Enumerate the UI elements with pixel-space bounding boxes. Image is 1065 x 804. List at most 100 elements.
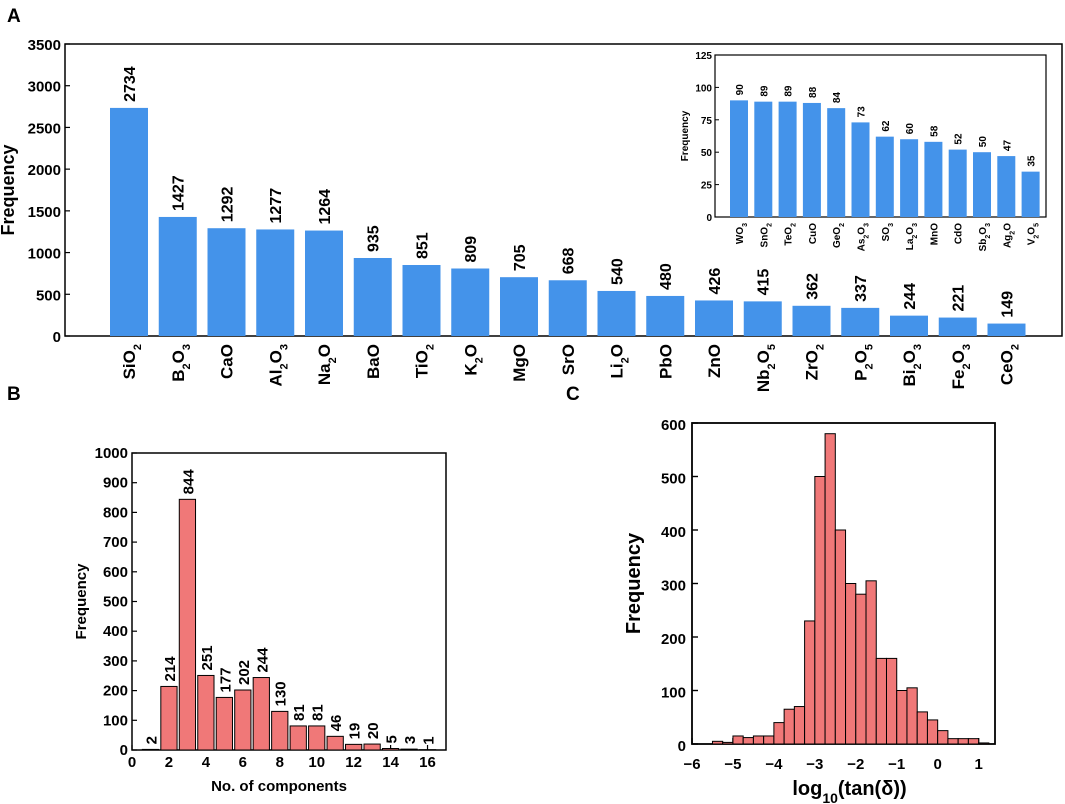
data-label: 362 (805, 273, 822, 300)
data-label: 3 (402, 736, 419, 744)
data-label: 244 (254, 647, 271, 673)
y-tick-label: 2500 (28, 120, 61, 137)
y-axis-label: Frequency (623, 532, 645, 634)
hist-bin (773, 722, 785, 745)
inset-data-label: 62 (881, 120, 892, 132)
inset-y-tick-label: 75 (701, 116, 713, 127)
y-tick-label: 500 (36, 287, 61, 304)
data-label: 480 (658, 263, 675, 290)
y-tick-label: 2000 (28, 162, 61, 179)
inset-data-label: 47 (1002, 140, 1013, 152)
data-label: 935 (366, 225, 383, 252)
bar-10 (308, 725, 326, 751)
inset-data-label: 52 (954, 133, 965, 145)
inset-bar-As2O3 (851, 122, 870, 217)
y-tick-label: 0 (53, 329, 61, 346)
y-tick-label: 100 (661, 685, 686, 702)
inset-bar-SnO2 (754, 101, 773, 217)
bar-14 (381, 748, 400, 751)
chart-a-inset: 0 25 50 75 100 125 Frequency 90 WO3 89 SnO2 89 TeO2 8… (680, 51, 1047, 251)
x-tick-label: 14 (382, 754, 399, 771)
x-tick-label: TiO2 (413, 344, 437, 378)
bar-CaO (207, 228, 246, 336)
data-label: 2 (143, 736, 160, 744)
data-label: 337 (853, 275, 870, 302)
bar-Nb2O5 (743, 301, 782, 336)
bar-2 (160, 685, 178, 751)
y-tick-label: 3000 (28, 79, 61, 96)
panel-letter-b: B (7, 384, 21, 405)
bar-ZrO2 (792, 305, 831, 336)
x-tick-label: SrO (559, 344, 578, 375)
hist-bin (926, 719, 939, 745)
hist-bin (814, 476, 826, 745)
inset-x-tick-label: TeO2 (784, 223, 798, 246)
panel-letter-c: C (566, 384, 580, 405)
bar-Al2O3 (256, 229, 295, 336)
bar-P2O5 (841, 307, 880, 336)
inset-data-label: 89 (784, 85, 795, 97)
x-tick-label: B2O3 (169, 344, 193, 382)
inset-x-tick-label: SnO2 (759, 223, 773, 248)
data-label: 177 (217, 667, 234, 692)
y-tick-label: 500 (661, 471, 686, 488)
data-label: 81 (310, 704, 327, 721)
x-tick-label: ZnO (705, 344, 724, 378)
y-tick-label: 600 (661, 417, 686, 434)
y-tick-label: 200 (103, 683, 128, 700)
x-tick-label: −6 (683, 756, 700, 773)
chart-c: 0 100 200 300 400 500 600 −6 −5 −4 −3 −2 −1 0 1 Frequen… (623, 417, 996, 804)
hist-bin (732, 735, 744, 745)
hist-bin (793, 706, 806, 745)
inset-x-tick-label: Sb2O3 (978, 223, 992, 251)
inset-bar-La2O3 (900, 139, 919, 217)
hist-bin (722, 741, 734, 745)
y-tick-label: 600 (103, 564, 128, 581)
bar-PbO (646, 295, 685, 336)
chart-a-main: 0500100015002000250030003500Frequency273… (0, 37, 1063, 392)
data-label: 244 (902, 283, 919, 310)
hist-bin (845, 583, 857, 745)
x-tick-label: −4 (765, 756, 783, 773)
bar-Fe2O3 (938, 317, 977, 336)
data-label: 809 (463, 236, 480, 263)
data-label: 668 (561, 247, 578, 274)
inset-data-label: 90 (735, 84, 746, 96)
x-tick-label: 1 (974, 756, 982, 773)
x-tick-label: Li2O (608, 344, 632, 378)
bar-K2O (451, 268, 490, 336)
bar-9 (289, 725, 307, 751)
bar-6 (234, 689, 252, 751)
inset-data-label: 84 (832, 92, 843, 104)
data-label: 81 (291, 704, 308, 721)
y-tick-label: 700 (103, 534, 128, 551)
x-tick-label: 16 (419, 754, 436, 771)
bar-CeO2 (987, 323, 1026, 336)
x-tick-label: PbO (656, 344, 675, 379)
x-tick-label: Bi2O3 (900, 344, 924, 386)
inset-x-tick-label: WO3 (735, 223, 749, 244)
y-tick-label: 1000 (95, 445, 128, 462)
bar-Li2O (597, 290, 636, 336)
data-label: 2734 (122, 66, 139, 102)
data-label: 415 (756, 269, 773, 296)
hist-bin (711, 740, 724, 745)
inset-data-label: 88 (808, 86, 819, 98)
inset-data-label: 73 (857, 106, 868, 118)
x-tick-label: MgO (510, 344, 529, 382)
y-axis-label: Frequency (73, 563, 90, 640)
inset-data-label: 58 (929, 125, 940, 137)
hist-bin (875, 657, 887, 745)
panel-letter-a: A (7, 6, 21, 27)
inset-x-tick-label: Ag2O (1002, 223, 1016, 248)
bar-4 (197, 674, 215, 751)
data-label: 851 (415, 232, 432, 259)
y-tick-label: 0 (120, 742, 128, 759)
x-tick-label: Al2O3 (266, 344, 290, 386)
inset-bar-TeO2 (778, 101, 797, 217)
bar-5 (215, 696, 233, 751)
hist-bin (763, 735, 775, 745)
y-tick-label: 400 (661, 524, 686, 541)
data-label: 130 (273, 681, 290, 706)
x-tick-label: 8 (276, 754, 284, 771)
